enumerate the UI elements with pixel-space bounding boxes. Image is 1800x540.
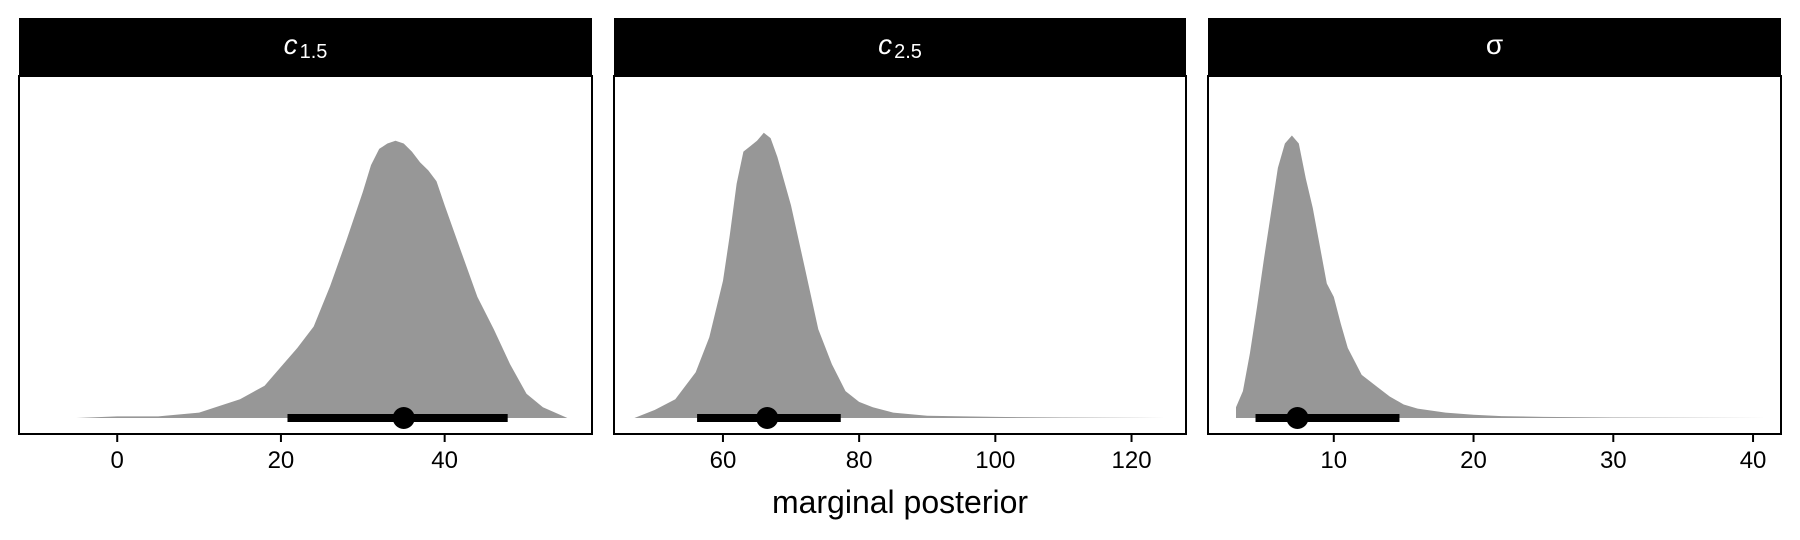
panel-border xyxy=(1207,75,1782,435)
x-tick-label: 20 xyxy=(1460,447,1487,474)
facet-strip-label: c 1.5 xyxy=(284,29,328,63)
facet-strip xyxy=(1208,18,1781,76)
facet-panel-3: σ 10 20 30 40 xyxy=(1207,18,1782,474)
posterior-density-area xyxy=(43,140,568,419)
x-tick-label: 0 xyxy=(111,447,124,474)
point-estimate xyxy=(392,407,415,429)
facet-panel-1: c 1.5 0 20 40 xyxy=(18,18,593,474)
facet-label-sub: 1.5 xyxy=(300,41,328,63)
x-tick-label: 60 xyxy=(710,447,737,474)
point-estimate xyxy=(1286,407,1309,429)
x-tick-label: 120 xyxy=(1112,447,1152,474)
x-tick-label: 30 xyxy=(1600,447,1627,474)
x-tick-label: 80 xyxy=(846,447,873,474)
x-axis-title: marginal posterior xyxy=(772,484,1028,520)
panel-border xyxy=(18,75,593,435)
x-tick-label: 20 xyxy=(268,447,295,474)
panel-border xyxy=(613,75,1187,435)
x-tick-label: 40 xyxy=(1740,447,1767,474)
posterior-density-area xyxy=(634,132,1166,419)
facet-panel-2: c 2.5 60 80 100 120 xyxy=(613,18,1187,474)
x-tick-label: 100 xyxy=(975,447,1015,474)
facet-strip xyxy=(19,18,592,76)
facet-label-main: c xyxy=(878,29,892,60)
facet-label-main: σ xyxy=(1486,29,1503,60)
point-estimate xyxy=(756,407,779,429)
facet-label-main: c xyxy=(284,29,298,60)
facet-strip xyxy=(614,18,1186,76)
facet-label-sub: 2.5 xyxy=(894,41,922,63)
facet-strip-label: c 2.5 xyxy=(878,29,922,63)
posterior-density-area xyxy=(1236,135,1767,418)
x-tick-label: 10 xyxy=(1320,447,1347,474)
facet-strip-label: σ xyxy=(1486,29,1503,60)
x-tick-label: 40 xyxy=(431,447,458,474)
